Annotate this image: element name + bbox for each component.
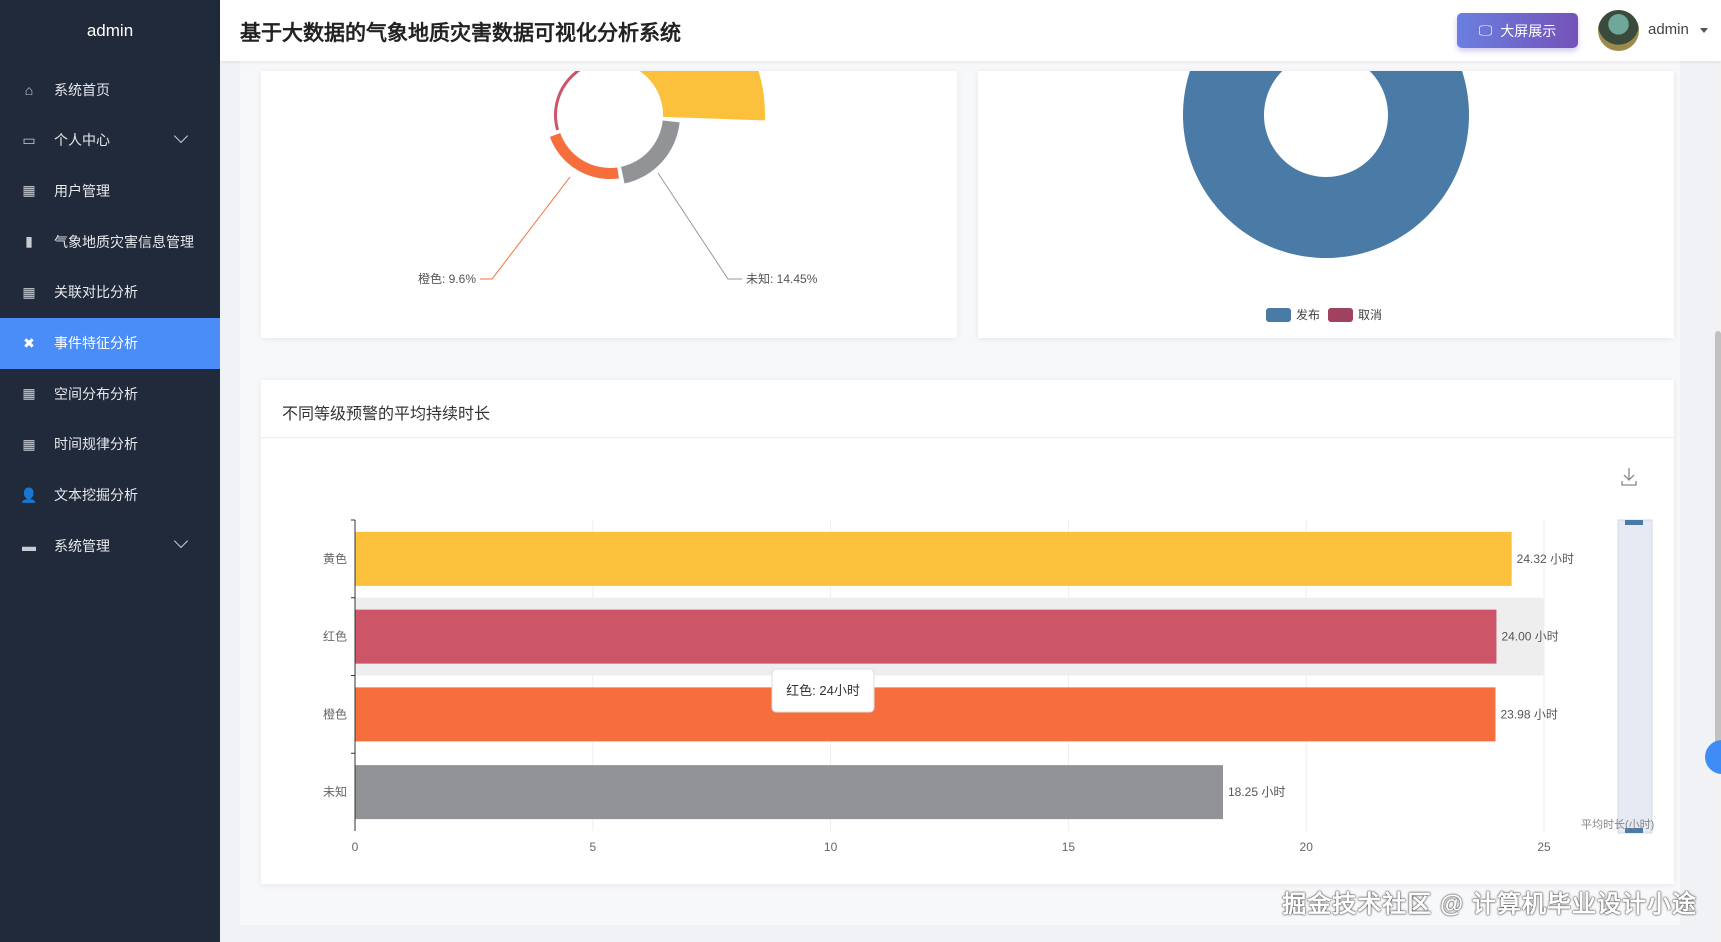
monitor-icon: 🖵 (1478, 22, 1493, 38)
sidebar-item-label: 关联对比分析 (54, 284, 138, 301)
page-title: 基于大数据的气象地质灾害数据可视化分析系统 (240, 22, 681, 45)
datazoom-slider (1617, 519, 1653, 834)
main-content: 橙色: 9.6% 未知: 14.45% 发布 取消 不同等级预警的平均持续时长 0 5… (240, 61, 1680, 925)
grid-icon: ▦ (22, 182, 36, 199)
sidebar-item-4[interactable]: ▦ 关联对比分析 (0, 267, 220, 318)
bar-黄色 (355, 531, 1512, 586)
rose-label-unknown: 未知: 14.45% (746, 272, 818, 286)
tooltip (771, 668, 875, 713)
download-icon[interactable] (1621, 468, 1637, 486)
y-tick-label: 橙色 (323, 706, 347, 721)
donut-chart-card: 发布 取消 (978, 71, 1674, 338)
bar-未知 (355, 765, 1223, 820)
sidebar-item-label: 系统管理 (54, 537, 110, 554)
datazoom-handle-top (1625, 520, 1643, 525)
x-tick-label: 5 (589, 840, 596, 854)
tooltip-text: 红色: 24小时 (786, 683, 860, 698)
y-tick-label: 黄色 (323, 552, 347, 566)
bar-value-label: 24.00 小时 (1501, 630, 1558, 644)
sidebar-item-2[interactable]: ▦ 用户管理 (0, 165, 220, 216)
sidebar-item-label: 用户管理 (54, 182, 110, 199)
label-line-unknown (657, 172, 742, 280)
label-line-orange (480, 176, 571, 280)
rose-slice-yellow (639, 71, 765, 121)
side-toggle-button[interactable] (1705, 740, 1721, 774)
chart-title: 不同等级预警的平均持续时长 (282, 406, 491, 423)
rose-label-orange: 橙色: 9.6% (418, 271, 476, 286)
sidebar-brand: admin (86, 21, 134, 40)
avatar[interactable] (1598, 10, 1639, 51)
x-tick-label: 25 (1537, 840, 1551, 854)
sidebar-item-label: 空间分布分析 (54, 385, 138, 402)
rose-slice-red (554, 71, 581, 131)
legend-swatch-publish (1266, 308, 1291, 322)
big-screen-button[interactable]: 🖵 大屏展示 (1457, 13, 1578, 48)
rose-slice-unknown (621, 120, 680, 184)
sidebar-item-label: 文本挖掘分析 (54, 487, 138, 504)
rose-chart: 橙色: 9.6% 未知: 14.45% (418, 71, 818, 286)
home-icon: ⌂ (24, 81, 34, 98)
sidebar-item-8[interactable]: 👤 文本挖掘分析 (0, 470, 220, 521)
sidebar-item-label: 事件特征分析 (54, 335, 138, 351)
y-tick-label: 红色 (323, 629, 347, 644)
bar-橙色 (355, 687, 1496, 742)
datazoom-handle-bottom (1625, 828, 1643, 833)
x-tick-label: 10 (824, 840, 838, 854)
sidebar-item-0[interactable]: ⌂ 系统首页 (0, 64, 220, 115)
sidebar-item-7[interactable]: ▦ 时间规律分析 (0, 419, 220, 470)
x-tick-label: 15 (1062, 840, 1076, 854)
legend-swatch-cancel (1328, 308, 1353, 322)
datazoom-label: 平均时长(小时) (1581, 818, 1654, 831)
cross-icon: ✖ (23, 334, 35, 351)
legend-label-publish: 发布 (1296, 307, 1320, 322)
legend-label-cancel: 取消 (1358, 308, 1382, 322)
id-card-icon: ▭ (22, 131, 36, 148)
page-scrollbar[interactable] (1715, 61, 1721, 942)
header: 基于大数据的气象地质灾害数据可视化分析系统 🖵 大屏展示 admin (220, 0, 1721, 61)
book-icon: ▮ (25, 233, 33, 250)
sidebar-item-label: 时间规律分析 (54, 436, 138, 453)
divider (261, 437, 1674, 438)
big-screen-label: 大屏展示 (1500, 22, 1557, 39)
grid-icon: ▦ (22, 283, 36, 300)
sidebar-item-label: 个人中心 (54, 132, 110, 149)
sidebar-item-1[interactable]: ▭ 个人中心 (0, 115, 220, 166)
user-icon: 👤 (20, 486, 38, 503)
rose-chart-card: 橙色: 9.6% 未知: 14.45% (261, 71, 957, 338)
sidebar: admin ⌂ 系统首页 ▭ 个人中心 ▦ 用户管理 ▮ 气象地质灾害信息管理 ▦ 关联对比分析 ✖… (0, 0, 220, 942)
rose-slice-orange (549, 133, 619, 179)
bar-chart: 0 5 10 15 20 25 24.32 小时 黄色 24.00 小时 红色 23.98 小时 橙色… (323, 468, 1654, 854)
chevron-down-icon[interactable] (173, 128, 189, 143)
donut-chart: 发布 取消 (1183, 71, 1469, 322)
watermark: 掘金技术社区 @ 计算机毕业设计小途 (1282, 891, 1697, 918)
sidebar-item-3[interactable]: ▮ 气象地质灾害信息管理 (0, 216, 220, 267)
sidebar-item-6[interactable]: ▦ 空间分布分析 (0, 368, 220, 419)
caret-down-icon[interactable] (1700, 28, 1708, 33)
bar-红色 (355, 609, 1497, 664)
sidebar-item-9[interactable]: ▬ 系统管理 (0, 520, 220, 571)
x-tick-label: 20 (1300, 840, 1314, 854)
sidebar-item-label: 系统首页 (54, 81, 110, 98)
bar-value-label: 18.25 小时 (1228, 785, 1285, 799)
grid-icon: ▦ (22, 435, 36, 452)
user-name[interactable]: admin (1648, 21, 1689, 38)
sidebar-item-label: 气象地质灾害信息管理 (54, 233, 194, 250)
briefcase-icon: ▬ (22, 537, 36, 554)
donut-slice-publish (1183, 71, 1469, 258)
bar-value-label: 23.98 小时 (1500, 707, 1557, 721)
bar-value-label: 24.32 小时 (1517, 552, 1574, 566)
sidebar-item-5[interactable]: ✖ 事件特征分析 (0, 317, 220, 369)
y-tick-label: 未知 (323, 785, 347, 799)
scrollbar-thumb[interactable] (1715, 331, 1721, 751)
grid-icon: ▦ (22, 385, 36, 402)
x-tick-label: 0 (352, 840, 359, 854)
bar-chart-card: 不同等级预警的平均持续时长 0 5 10 15 20 25 24.32 小时 黄色 24.00 … (261, 380, 1674, 884)
chevron-down-icon[interactable] (173, 534, 189, 549)
